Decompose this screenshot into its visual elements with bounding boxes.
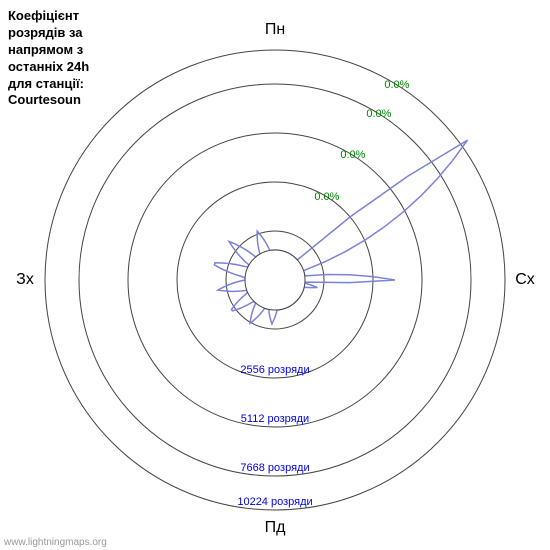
ring-label-discharges-2: 7668 розряди: [240, 462, 309, 474]
ring-label-percent-2: 0.0%: [366, 108, 391, 120]
ring-label-discharges-0: 2556 розряди: [240, 364, 309, 376]
ring-label-discharges-3: 10224 розряди: [237, 496, 312, 508]
ring-label-percent-3: 0.0%: [384, 79, 409, 91]
ring-label-discharges-1: 5112 розряди: [241, 413, 309, 425]
polar-chart-container: Коефіцієнт розрядів за напрямом з останн…: [0, 0, 550, 550]
ring-label-percent-0: 0.0%: [314, 191, 339, 203]
ring-label-percent-1: 0.0%: [340, 149, 365, 161]
